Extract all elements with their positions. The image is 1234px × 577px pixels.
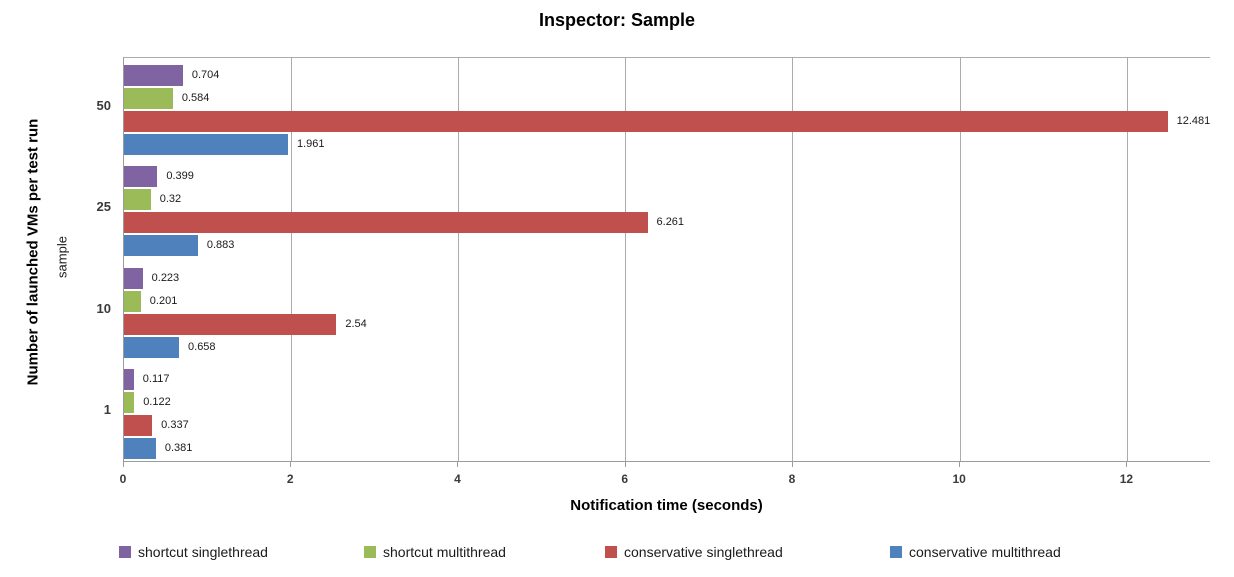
y-category-label: 10 [96,300,111,316]
plot-area: 0.704 0.584 12.481 1.961 0.399 0.32 6.261 0.883… [123,57,1210,462]
bar [124,437,156,459]
x-axis-title: Notification time (seconds) [570,497,763,514]
bar-value-label: 6.261 [656,216,685,229]
bar-value-label: 0.117 [142,372,170,385]
bar [124,368,134,390]
legend-label: conservative singlethread [624,544,783,560]
bar [124,212,648,234]
x-tick-label: 8 [788,472,796,486]
x-tick-mark [959,462,961,467]
bar-value-label: 0.337 [161,418,189,431]
bar-value-label: 2.54 [345,317,367,330]
bar [124,313,337,335]
x-tick-mark [624,462,626,467]
legend-marker [119,546,131,558]
y-category-label: 1 [103,401,111,417]
x-tick-mark [791,462,793,467]
x-tick-label: 2 [286,472,294,486]
bar-value-label: 0.584 [181,92,210,104]
x-tick-mark [1126,462,1128,467]
x-tick-mark [290,462,292,467]
bar [124,391,135,413]
bar [124,189,151,211]
y-category-label: 25 [96,199,111,215]
bar [124,166,158,188]
legend-marker [890,546,902,558]
legend-label: shortcut multithread [383,544,506,560]
x-tick-label: 4 [454,472,461,486]
x-tick-mark [123,462,124,467]
chart-title: Inspector: Sample [538,10,696,30]
legend-item: conservative singlethread [605,543,783,561]
bar-value-label: 0.122 [143,395,171,408]
legend-label: shortcut singlethread [138,544,268,560]
bar [124,134,288,155]
bar-value-label: 0.32 [159,193,182,206]
y-axis-subtitle: sample [54,236,70,278]
bar-value-label: 0.381 [164,441,193,454]
bar [124,336,180,358]
x-tick-label: 6 [621,472,629,486]
legend-marker [605,546,617,558]
x-tick-label: 12 [1119,472,1134,486]
gridline [792,58,794,461]
bar-value-label: 0.223 [151,271,180,284]
gridline [290,58,292,461]
legend-item: shortcut singlethread [119,543,268,561]
bar [124,88,173,109]
y-axis-title: Number of launched VMs per test run [24,118,42,386]
y-category-label: 50 [96,98,111,114]
bar-value-label: 0.704 [191,69,220,81]
gridline [1126,58,1128,461]
gridline [457,58,459,461]
legend-marker [364,546,376,558]
x-tick-mark [457,462,459,467]
bar [124,111,1168,132]
bar [124,414,153,436]
bar [124,267,143,289]
bar [124,65,183,86]
x-tick-label: 0 [119,472,127,486]
bar-value-label: 0.399 [166,170,194,183]
bar-value-label: 12.481 [1176,115,1211,127]
bar-value-label: 0.201 [149,294,178,307]
bar-value-label: 0.883 [206,239,235,252]
legend-item: shortcut multithread [364,543,506,561]
legend-item: conservative multithread [890,543,1061,561]
legend-label: conservative multithread [909,544,1061,560]
bar-value-label: 0.658 [188,340,216,353]
gridline [625,58,627,461]
bar [124,235,198,257]
gridline [959,58,961,461]
x-tick-label: 10 [952,472,966,486]
bar-value-label: 1.961 [296,138,325,150]
bar [124,290,141,312]
